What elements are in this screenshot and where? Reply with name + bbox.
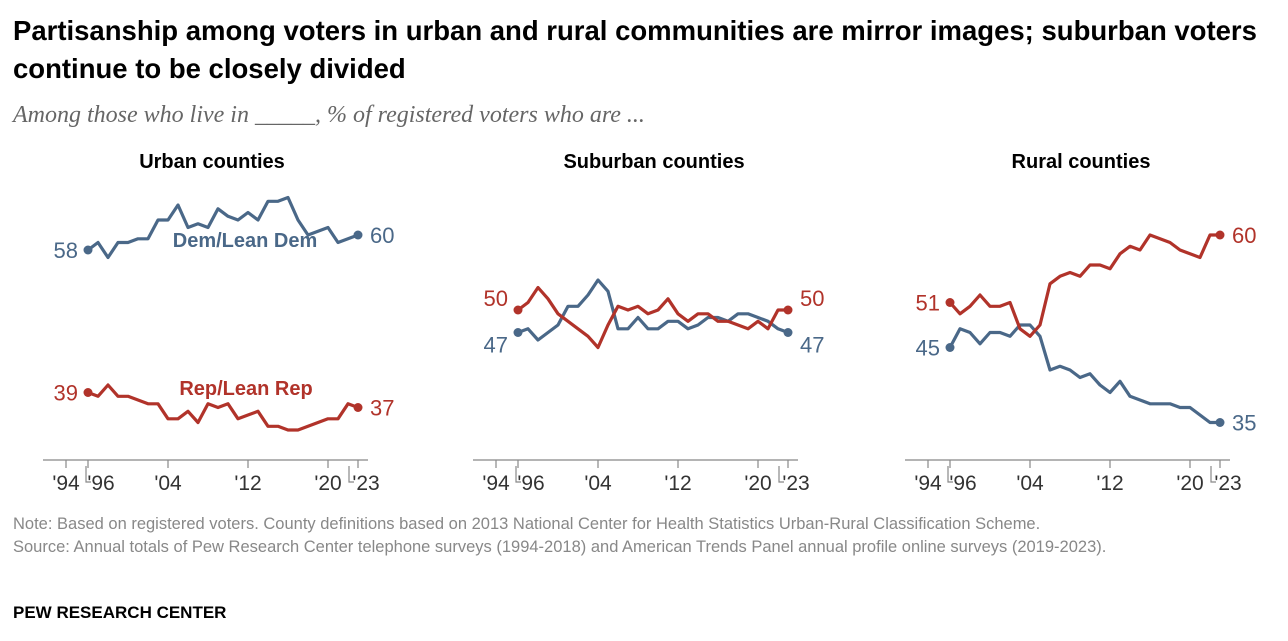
notes-block: Note: Based on registered voters. County… [13,513,1278,558]
series-line-rep [516,285,790,350]
start-value-label-dem: 45 [916,336,940,361]
x-tick-label: '04 [154,472,182,495]
axis-break-mark [947,466,953,483]
x-tick-label: '20 [314,472,341,495]
start-value-label-dem: 47 [484,333,508,358]
x-tick-label: '96 [517,472,544,495]
end-point-dem [783,328,793,337]
panel-title: Rural counties [1012,151,1151,173]
series-name-label-dem: Dem/Lean Dem [173,230,318,252]
axis-break-mark [348,466,354,483]
series-line-rep [948,233,1222,338]
end-point-dem [1215,418,1225,427]
chart-title: Partisanship among voters in urban and r… [13,15,1257,84]
x-tick-label: '04 [584,472,612,495]
axis-break-mark [85,466,91,483]
start-point-rep [945,298,955,307]
end-point-rep [1215,230,1225,240]
end-value-label-rep: 60 [1232,223,1256,248]
source-text: Source: Annual totals of Pew Research Ce… [13,537,1107,556]
x-tick-label: '96 [87,472,114,495]
x-tick-label: '23 [782,472,809,495]
x-tick-label: '94 [914,472,942,495]
end-value-label-rep: 37 [370,396,394,421]
x-tick-label: '96 [949,472,976,495]
end-value-label-dem: 47 [800,333,824,358]
start-point-rep [513,305,523,315]
x-tick-label: '12 [664,472,691,495]
start-point-rep [83,388,93,397]
x-tick-label: '23 [1214,472,1241,495]
axis-break-mark [515,466,521,483]
x-tick-label: '94 [482,472,510,495]
series-line-dem [86,195,360,260]
chart-panel-3: Rural counties '94 '96 '04 '12 '20 '23 45 35 51 60 [905,151,1256,495]
end-value-label-rep: 50 [800,286,824,311]
x-tick-label: '20 [1176,472,1203,495]
x-tick-label: '12 [1096,472,1123,495]
series-line-rep [86,383,360,432]
chart-subtitle: Among those who live in _____, % of regi… [13,102,645,128]
end-point-dem [353,230,363,240]
axis-break-mark [778,466,784,483]
note-text: Note: Based on registered voters. County… [13,515,1041,533]
end-value-label-dem: 35 [1232,411,1256,436]
start-value-label-dem: 58 [54,238,78,263]
chart-panel-2: Suburban counties '94 '96 '04 '12 '20 '23 47 47 5… [473,151,824,495]
x-tick-label: '04 [1016,472,1044,495]
start-point-dem [513,328,523,337]
panel-title: Suburban counties [563,151,744,173]
x-tick-label: '23 [352,472,379,495]
start-point-dem [83,245,93,255]
series-line-dem [948,323,1222,425]
x-tick-label: '20 [744,472,771,495]
series-name-label-rep: Rep/Lean Rep [179,378,312,400]
axis-break-mark [1210,466,1216,483]
start-point-dem [945,343,955,352]
x-tick-label: '94 [52,472,80,495]
x-tick-label: '12 [234,472,261,495]
small-multiples-charts: Urban counties '94 '96 '04 '12 '20 '23 58 60 Dem/… [43,151,1256,495]
end-value-label-dem: 60 [370,223,394,248]
start-value-label-rep: 39 [54,381,78,406]
end-point-rep [353,403,363,412]
series-line-dem [516,278,790,342]
start-value-label-rep: 50 [484,286,508,311]
panel-title: Urban counties [139,151,285,173]
brand-logo-text: PEW RESEARCH CENTER [13,603,227,622]
chart-panel-1: Urban counties '94 '96 '04 '12 '20 '23 58 60 Dem/… [43,151,394,495]
start-value-label-rep: 51 [916,291,940,316]
end-point-rep [783,305,793,315]
